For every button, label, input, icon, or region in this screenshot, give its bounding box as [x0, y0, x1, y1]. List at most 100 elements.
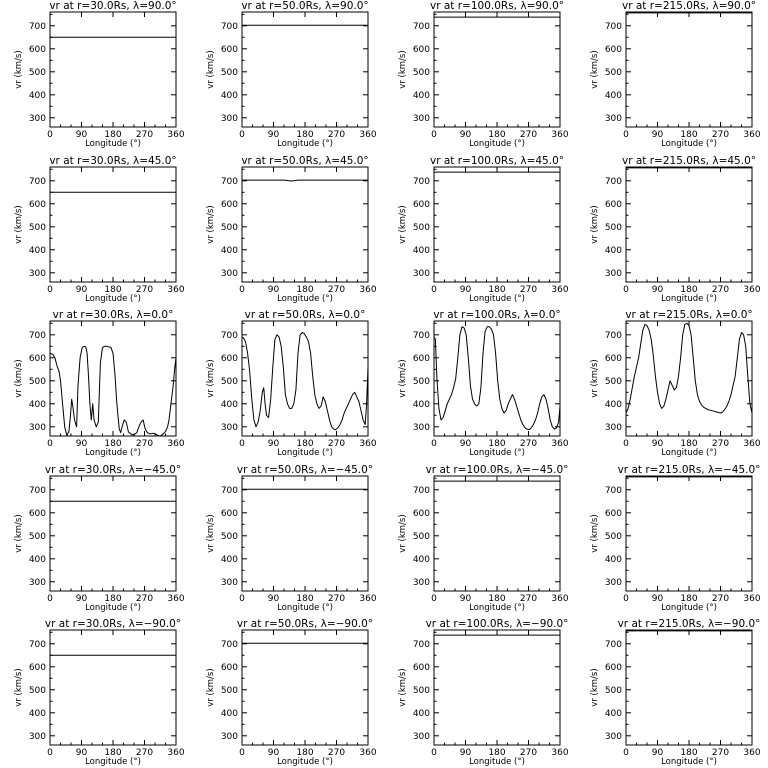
x-tick-label: 90: [76, 130, 88, 140]
y-tick-label: 600: [605, 45, 622, 55]
x-tick-label: 180: [296, 439, 313, 449]
y-tick-label: 600: [221, 509, 238, 519]
x-tick-label: 360: [743, 439, 760, 449]
plot-frame: [625, 11, 753, 128]
y-tick-label: 300: [29, 732, 46, 742]
y-tick-label: 500: [605, 377, 622, 387]
y-tick-label: 300: [221, 578, 238, 588]
x-tick-label: 180: [296, 130, 313, 140]
y-tick-label: 700: [413, 486, 430, 496]
x-tick-label: 90: [76, 439, 88, 449]
y-axis-label: vr (km/s): [14, 50, 24, 88]
chart-title: vr at r=215.0Rs, λ=0.0°: [625, 309, 752, 321]
x-tick-label: 0: [239, 130, 245, 140]
y-axis-label: vr (km/s): [590, 205, 600, 243]
y-tick-label: 700: [413, 331, 430, 341]
y-tick-label: 600: [605, 663, 622, 673]
y-tick-label: 300: [413, 732, 430, 742]
y-tick-label: 400: [605, 246, 622, 256]
x-axis-label: Longitude (°): [85, 448, 141, 458]
y-tick-label: 300: [221, 114, 238, 124]
x-tick-label: 0: [47, 130, 53, 140]
x-axis-label: Longitude (°): [85, 757, 141, 767]
y-tick-label: 600: [221, 663, 238, 673]
y-tick-label: 400: [221, 91, 238, 101]
x-tick-label: 360: [359, 130, 376, 140]
plot-frame: [49, 629, 177, 746]
x-axis-label: Longitude (°): [469, 294, 525, 304]
y-tick-label: 300: [413, 423, 430, 433]
plot-frame: [433, 11, 561, 128]
x-tick-label: 270: [712, 130, 729, 140]
y-tick-label: 300: [29, 269, 46, 279]
x-tick-label: 360: [359, 594, 376, 604]
x-tick-label: 0: [431, 748, 437, 758]
x-tick-label: 270: [712, 748, 729, 758]
x-tick-label: 180: [104, 594, 121, 604]
plot-frame: [433, 629, 561, 746]
y-tick-label: 500: [221, 532, 238, 542]
y-tick-label: 600: [29, 663, 46, 673]
x-tick-label: 0: [47, 439, 53, 449]
chart-title: vr at r=30.0Rs, λ=90.0°: [49, 0, 176, 12]
y-tick-label: 600: [29, 354, 46, 364]
y-tick-label: 700: [413, 22, 430, 32]
chart-title: vr at r=100.0Rs, λ=0.0°: [433, 309, 560, 321]
chart-title: vr at r=30.0Rs, λ=−45.0°: [45, 464, 181, 476]
x-tick-label: 270: [328, 594, 345, 604]
chart-title: vr at r=100.0Rs, λ=−90.0°: [426, 618, 569, 630]
chart-title: vr at r=215.0Rs, λ=90.0°: [622, 0, 756, 12]
x-tick-label: 180: [680, 130, 697, 140]
x-tick-label: 90: [652, 748, 664, 758]
x-tick-label: 360: [743, 594, 760, 604]
x-axis-label: Longitude (°): [277, 603, 333, 613]
x-tick-label: 90: [460, 285, 472, 295]
x-tick-label: 270: [520, 594, 537, 604]
chart-panel: vr at r=215.0Rs, λ=−90.0° 0 90 180 270 360 300…: [590, 618, 761, 767]
chart-panel: vr at r=50.0Rs, λ=−90.0° 0 90 180 270 360 300 4…: [206, 618, 377, 767]
x-tick-label: 0: [239, 285, 245, 295]
y-tick-label: 300: [605, 269, 622, 279]
y-tick-label: 300: [605, 578, 622, 588]
x-tick-label: 360: [743, 285, 760, 295]
x-tick-label: 0: [623, 748, 629, 758]
x-axis-label: Longitude (°): [469, 448, 525, 458]
y-tick-label: 600: [413, 45, 430, 55]
chart-panel: vr at r=30.0Rs, λ=−90.0° 0 90 180 270 360 300 4…: [14, 618, 185, 767]
y-axis-label: vr (km/s): [206, 205, 216, 243]
chart-title: vr at r=100.0Rs, λ=45.0°: [430, 155, 564, 167]
y-axis-label: vr (km/s): [590, 668, 600, 706]
y-tick-label: 600: [605, 200, 622, 210]
y-tick-label: 500: [413, 377, 430, 387]
plot-frame: [241, 629, 369, 746]
y-tick-label: 700: [413, 177, 430, 187]
x-tick-label: 270: [328, 439, 345, 449]
x-tick-label: 90: [76, 594, 88, 604]
chart-title: vr at r=215.0Rs, λ=−45.0°: [618, 464, 761, 476]
y-axis-label: vr (km/s): [398, 668, 408, 706]
x-axis-label: Longitude (°): [661, 757, 717, 767]
y-tick-label: 400: [413, 91, 430, 101]
y-tick-label: 400: [413, 555, 430, 565]
x-tick-label: 90: [460, 130, 472, 140]
x-tick-label: 180: [104, 130, 121, 140]
series-line: [625, 322, 753, 414]
y-tick-label: 500: [29, 68, 46, 78]
x-axis-label: Longitude (°): [85, 294, 141, 304]
y-tick-label: 500: [221, 686, 238, 696]
chart-title: vr at r=50.0Rs, λ=0.0°: [245, 309, 366, 321]
y-tick-label: 300: [605, 732, 622, 742]
x-tick-label: 360: [359, 748, 376, 758]
x-tick-label: 270: [136, 439, 153, 449]
x-tick-label: 360: [167, 439, 184, 449]
chart-title: vr at r=215.0Rs, λ=−90.0°: [618, 618, 761, 630]
x-tick-label: 90: [268, 285, 280, 295]
x-tick-label: 270: [136, 594, 153, 604]
y-tick-label: 500: [605, 68, 622, 78]
chart-panel: vr at r=30.0Rs, λ=45.0° 0 90 180 270 360 300 40…: [14, 155, 185, 304]
y-tick-label: 700: [29, 22, 46, 32]
x-tick-label: 90: [76, 285, 88, 295]
y-axis-label: vr (km/s): [206, 50, 216, 88]
x-tick-label: 180: [488, 594, 505, 604]
x-tick-label: 90: [652, 285, 664, 295]
